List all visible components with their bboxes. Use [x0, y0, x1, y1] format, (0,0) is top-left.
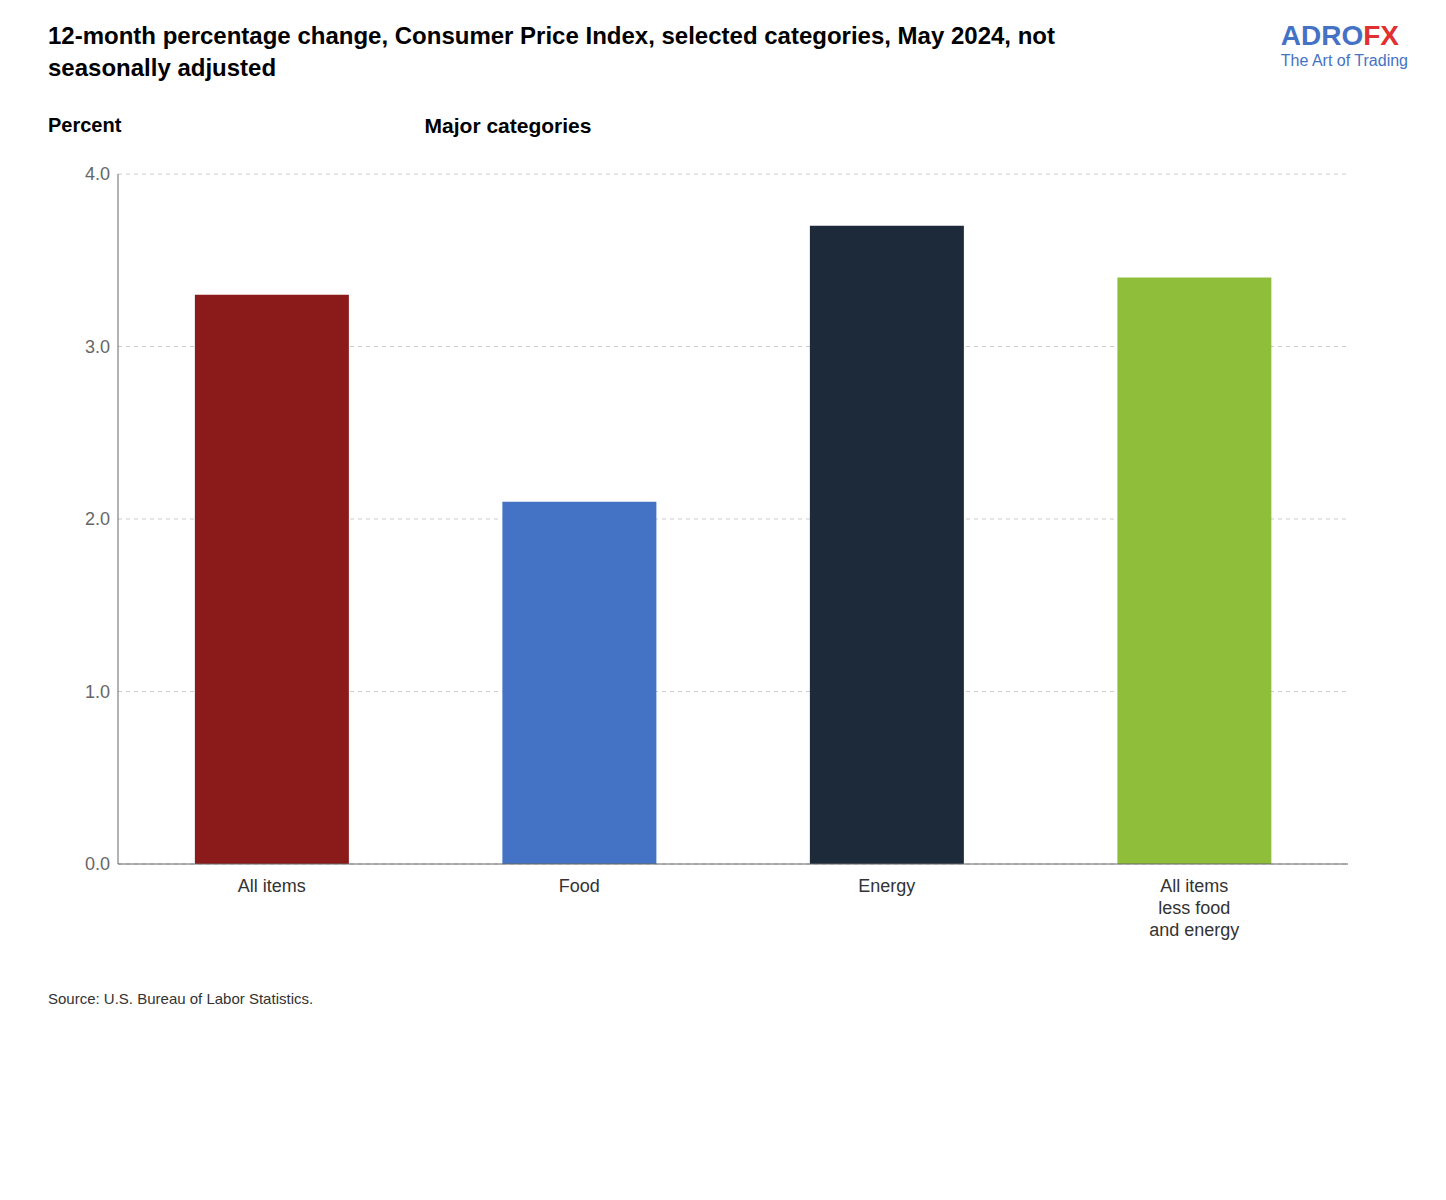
svg-text:1.0: 1.0 — [85, 682, 110, 702]
html-text:Percent: Percent — [48, 114, 122, 136]
svg-text:Energy: Energy — [858, 876, 915, 896]
svg-text:4.0: 4.0 — [85, 164, 110, 184]
svg-text:All items: All items — [238, 876, 306, 896]
html-text:The Art of Trading: The Art of Trading — [1280, 52, 1408, 69]
svg-text:3.0: 3.0 — [85, 337, 110, 357]
svg-text:0.0: 0.0 — [85, 854, 110, 874]
svg-text:Food: Food — [559, 876, 600, 896]
html-text:Major categories: Major categories — [424, 114, 592, 137]
html-text:ADRO FX: ADRO FX — [1280, 20, 1399, 51]
svg-text:2.0: 2.0 — [85, 509, 110, 529]
html-text:12-month percentage change, Co: 12-month percentage change, Consumer Pri… — [48, 22, 1055, 49]
svg-text:All itemsless foodand energy: All itemsless foodand energy — [1149, 876, 1239, 940]
html-text:seasonally adjusted: seasonally adjusted — [48, 54, 277, 81]
html-text:Source: U.S. Bureau of Labor S: Source: U.S. Bureau of Labor Statistics. — [48, 990, 314, 1007]
